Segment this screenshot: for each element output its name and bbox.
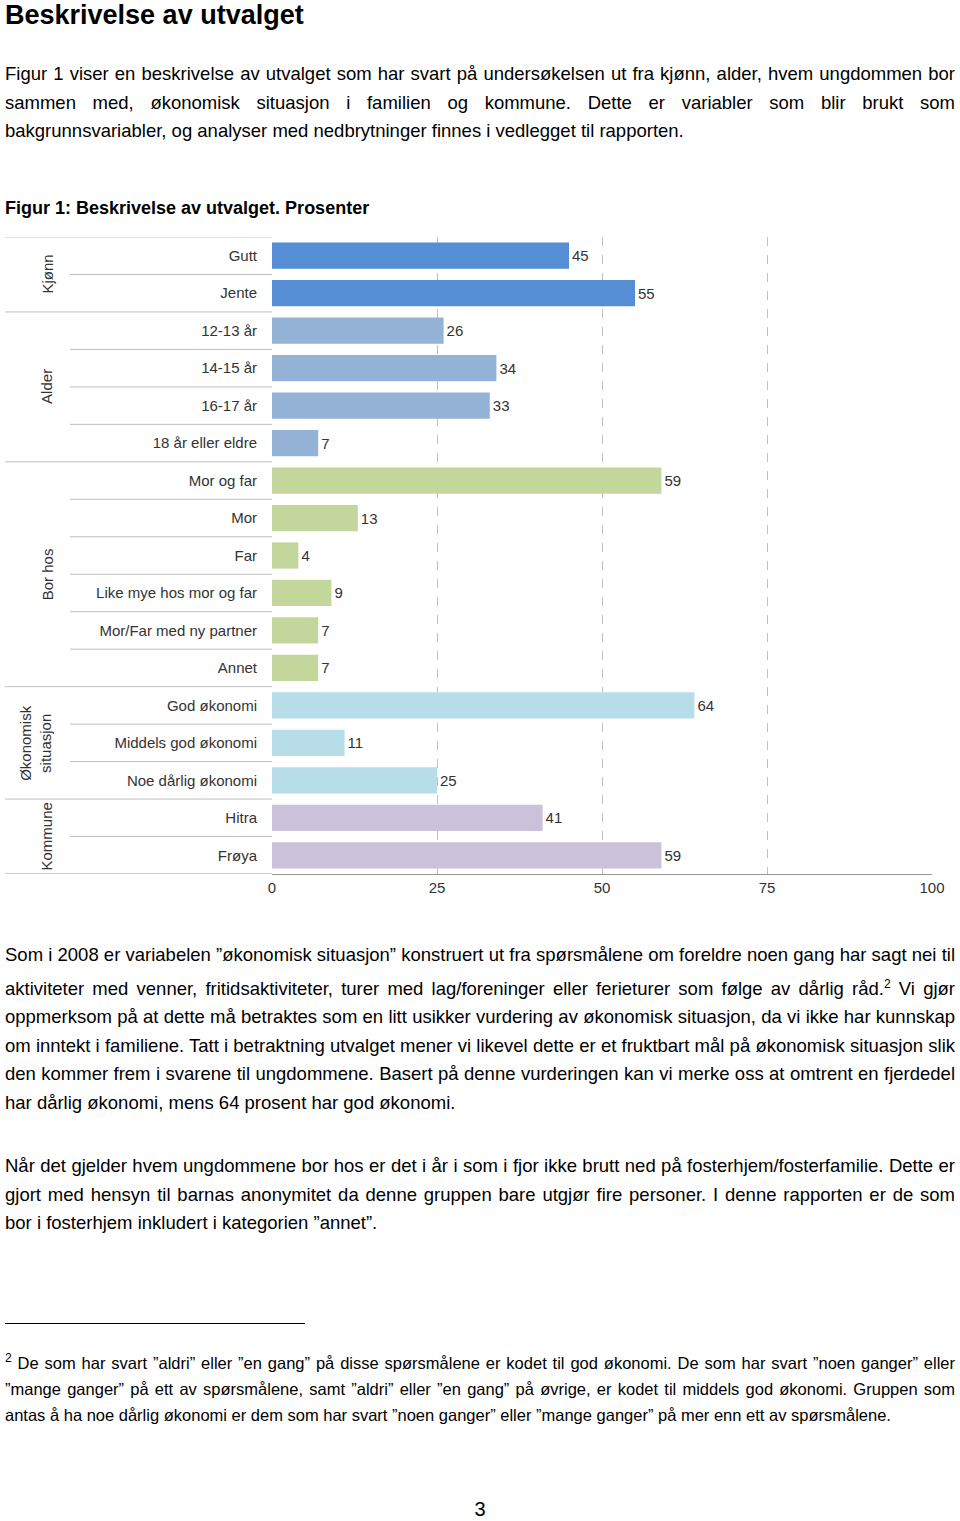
svg-text:Gutt: Gutt xyxy=(229,247,258,264)
svg-text:12-13 år: 12-13 år xyxy=(201,322,257,339)
svg-text:64: 64 xyxy=(697,697,714,714)
svg-text:11: 11 xyxy=(348,734,364,751)
svg-text:14-15 år: 14-15 år xyxy=(201,359,257,376)
svg-text:7: 7 xyxy=(321,622,329,639)
html-text:Som i 2008 er variabelen ”økon: Som i 2008 er variabelen ”økonomisk situ… xyxy=(5,944,955,1113)
svg-text:25: 25 xyxy=(429,879,446,896)
svg-text:25: 25 xyxy=(440,772,457,789)
svg-text:Like mye hos mor og far: Like mye hos mor og far xyxy=(96,584,257,601)
html-text:Beskrivelse av utvalget: Beskrivelse av utvalget xyxy=(5,0,304,30)
svg-text:33: 33 xyxy=(493,397,510,414)
svg-text:100: 100 xyxy=(919,879,944,896)
svg-text:Frøya: Frøya xyxy=(218,847,258,864)
svg-text:Bor hos: Bor hos xyxy=(39,549,56,601)
svg-text:Annet: Annet xyxy=(218,659,258,676)
svg-text:7: 7 xyxy=(321,659,329,676)
svg-text:Hitra: Hitra xyxy=(225,809,257,826)
html-text:2De som har svart ”aldri” elle: 2De som har svart ”aldri” eller ”en gang… xyxy=(5,1351,955,1424)
svg-text:Alder: Alder xyxy=(38,369,55,404)
svg-text:Økonomisksituasjon: Økonomisksituasjon xyxy=(17,705,54,781)
html-text:Når det gjelder hvem ungdommen: Når det gjelder hvem ungdommene bor hos … xyxy=(5,1155,955,1233)
svg-text:18 år eller eldre: 18 år eller eldre xyxy=(153,434,257,451)
svg-text:Middels god økonomi: Middels god økonomi xyxy=(114,734,257,751)
svg-text:Far: Far xyxy=(235,547,258,564)
svg-text:Kjønn: Kjønn xyxy=(39,254,56,293)
svg-text:59: 59 xyxy=(664,472,681,489)
svg-text:59: 59 xyxy=(664,847,681,864)
svg-text:55: 55 xyxy=(638,285,655,302)
svg-text:9: 9 xyxy=(334,584,342,601)
svg-text:Mor og far: Mor og far xyxy=(189,472,257,489)
svg-text:0: 0 xyxy=(268,879,276,896)
svg-text:7: 7 xyxy=(321,435,329,452)
svg-text:God økonomi: God økonomi xyxy=(167,697,257,714)
svg-text:Noe dårlig økonomi: Noe dårlig økonomi xyxy=(127,772,257,789)
svg-text:75: 75 xyxy=(759,879,776,896)
html-text:Figur 1 viser en beskrivelse a: Figur 1 viser en beskrivelse av utvalget… xyxy=(5,63,955,141)
svg-text:Kommune: Kommune xyxy=(38,802,55,870)
svg-text:45: 45 xyxy=(572,247,589,264)
svg-text:4: 4 xyxy=(301,547,309,564)
svg-text:16-17 år: 16-17 år xyxy=(201,397,257,414)
html-text:Figur 1: Beskrivelse av utvalg: Figur 1: Beskrivelse av utvalget. Prosen… xyxy=(5,198,370,218)
svg-text:34: 34 xyxy=(499,360,516,377)
svg-text:26: 26 xyxy=(447,322,464,339)
svg-text:13: 13 xyxy=(361,510,378,527)
svg-text:50: 50 xyxy=(594,879,611,896)
html-text:3: 3 xyxy=(474,1498,486,1520)
svg-text:Mor/Far med ny partner: Mor/Far med ny partner xyxy=(99,622,257,639)
svg-text:Jente: Jente xyxy=(220,284,257,301)
svg-text:Mor: Mor xyxy=(231,509,257,526)
svg-text:41: 41 xyxy=(546,809,563,826)
